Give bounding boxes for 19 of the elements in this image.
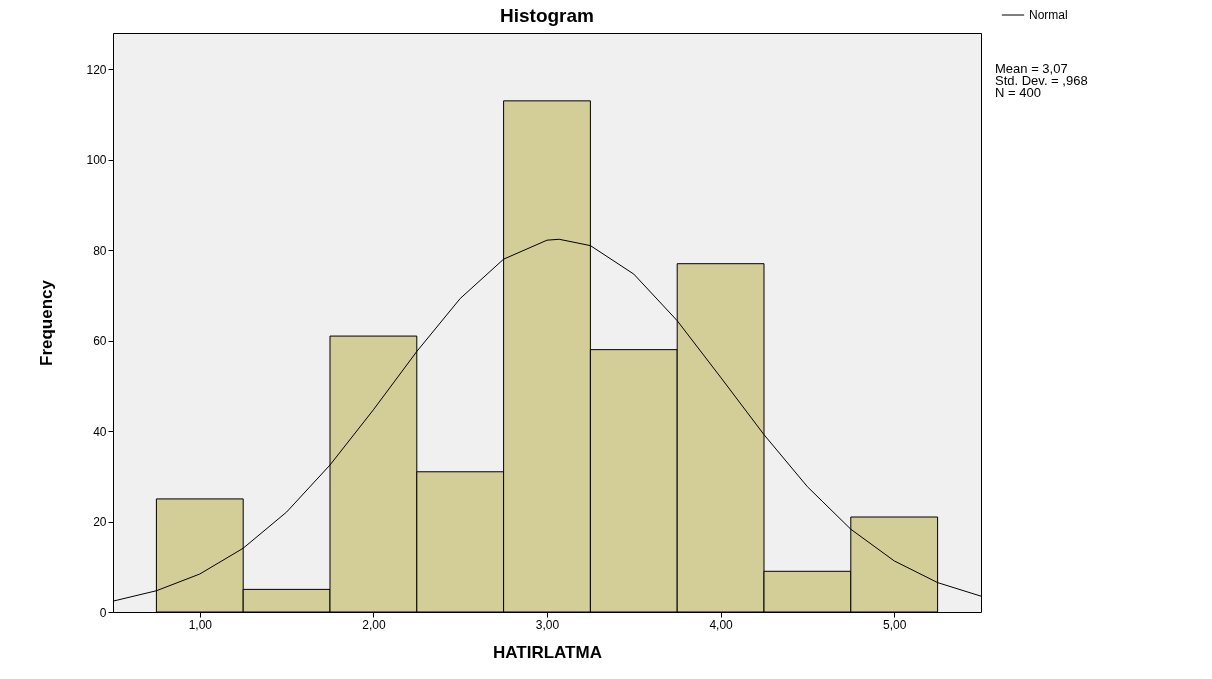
y-tick-label: 20	[93, 515, 107, 530]
y-axis-title: Frequency	[37, 279, 57, 366]
y-tick-label: 0	[99, 605, 107, 620]
chart-title: Histogram	[500, 5, 594, 26]
x-tick-label: 4,00	[709, 617, 734, 632]
x-tick-label: 5,00	[883, 617, 907, 632]
y-tick-label: 60	[93, 334, 107, 349]
text: Mean = 3,07	[995, 61, 1068, 76]
y-tick-label: 100	[86, 153, 107, 168]
y-tick-label: 120	[86, 62, 107, 77]
text: N = 400	[995, 85, 1041, 100]
x-tick-label: 1,00	[188, 617, 213, 632]
x-tick-label: 3,00	[535, 617, 560, 632]
x-tick-label: 2,00	[362, 617, 386, 632]
x-axis-title: HATIRLATMA	[493, 642, 602, 662]
text: Std. Dev. = ,968	[995, 73, 1088, 88]
y-tick-label: 80	[93, 243, 107, 258]
y-tick-label: 40	[93, 424, 107, 439]
legend-label: Normal	[1029, 8, 1068, 22]
